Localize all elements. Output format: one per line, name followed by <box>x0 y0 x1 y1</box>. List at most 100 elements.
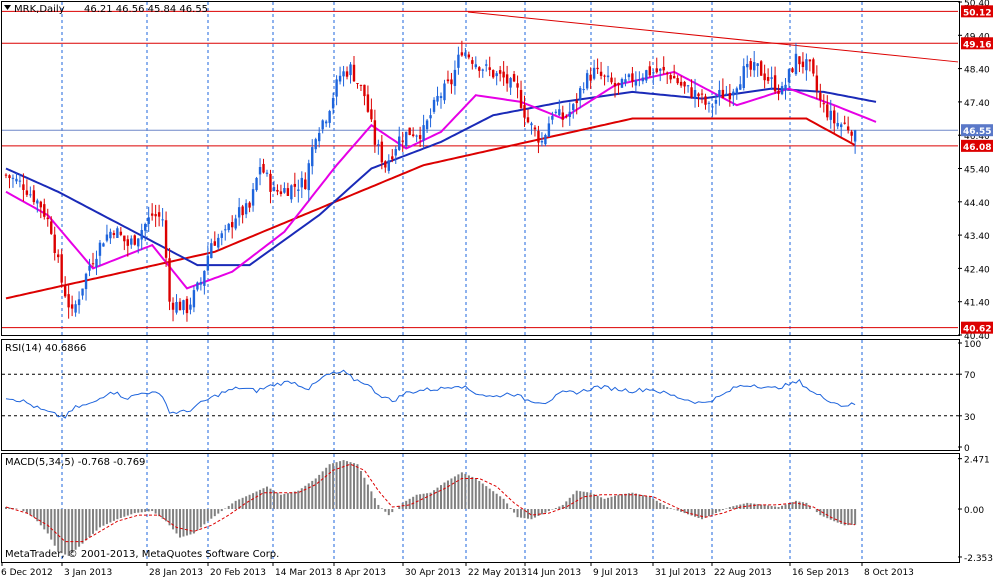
bear-candle <box>498 70 502 74</box>
bear-candle <box>648 66 651 76</box>
price-tag-label: 40.62 <box>963 325 991 335</box>
bull-candle <box>558 109 561 116</box>
bear-candle <box>537 130 540 143</box>
time-axis-label: 14 Mar 2013 <box>275 568 332 578</box>
bull-candle <box>606 75 610 78</box>
time-axis-label: 3 Jan 2013 <box>64 568 112 578</box>
bear-candle <box>763 73 766 81</box>
bull-candle <box>495 73 498 77</box>
bull-candle <box>318 132 321 142</box>
price-axis-label: 44.40 <box>964 199 990 209</box>
bear-candle <box>43 204 46 217</box>
bull-candle <box>11 177 15 179</box>
bear-candle <box>185 298 189 314</box>
bear-candle <box>676 78 679 84</box>
bull-candle <box>300 177 303 188</box>
bull-candle <box>342 71 345 77</box>
bear-candle <box>655 68 658 73</box>
bear-candle <box>119 231 123 235</box>
price-tag-label: 46.08 <box>963 143 991 153</box>
rsi-axis-label: 0 <box>964 444 970 454</box>
bull-candle <box>711 106 714 108</box>
bull-candle <box>88 265 91 271</box>
bear-candle <box>505 74 509 84</box>
bull-candle <box>255 177 258 191</box>
bull-candle <box>805 59 808 71</box>
bull-candle <box>405 131 408 146</box>
time-axis-label: 8 Apr 2013 <box>336 568 386 578</box>
bull-candle <box>244 203 248 215</box>
bear-candle <box>812 59 815 74</box>
bull-candle <box>387 160 390 171</box>
bull-candle <box>217 237 220 248</box>
bear-candle <box>408 127 411 135</box>
bull-candle <box>457 54 460 68</box>
bull-candle <box>753 62 756 71</box>
bull-candle <box>237 207 241 218</box>
bear-candle <box>815 75 819 91</box>
bear-candle <box>759 61 763 76</box>
price-axis-label: 48.40 <box>964 66 990 76</box>
candles <box>4 40 857 322</box>
bull-candle <box>686 85 690 87</box>
rsi-panel-frame <box>1 339 960 451</box>
bear-candle <box>446 79 450 82</box>
macd-title: MACD(5,34,5) -0.768 -0.769 <box>5 457 145 468</box>
bear-candle <box>373 120 377 145</box>
price-axis-label: 46.40 <box>964 132 990 142</box>
bull-candle <box>224 229 227 231</box>
bear-candle <box>683 81 686 87</box>
bull-candle <box>36 200 39 204</box>
time-axis-label: 20 Feb 2013 <box>210 568 266 578</box>
bear-candle <box>150 213 154 216</box>
bear-candle <box>801 61 805 68</box>
bull-candle <box>436 95 439 102</box>
bull-candle <box>297 189 300 191</box>
time-axis-label: 31 Jul 2013 <box>655 568 706 578</box>
bull-candle <box>98 242 102 256</box>
bull-candle <box>718 89 721 97</box>
bull-candle <box>582 89 585 91</box>
x-axis: 6 Dec 2012 3 Jan 2013 28 Jan 2013 20 Feb 20… <box>1 562 914 578</box>
bear-candle <box>791 68 794 73</box>
bear-candle <box>467 54 471 58</box>
bear-candle <box>478 67 481 71</box>
bear-candle <box>112 233 116 235</box>
bear-candle <box>126 239 129 246</box>
bull-candle <box>234 218 237 229</box>
rsi-panel <box>5 369 856 419</box>
bull-candle <box>787 69 791 83</box>
bear-candle <box>613 83 617 87</box>
bull-candle <box>836 122 839 127</box>
bear-candle <box>53 234 56 253</box>
dropdown-triangle-icon[interactable] <box>4 5 11 10</box>
price-tag-label: 50.12 <box>963 8 991 18</box>
rsi-axis-label: 100 <box>964 340 981 350</box>
bull-candle <box>290 185 293 200</box>
bear-candle <box>157 212 161 217</box>
bear-candle <box>700 93 704 95</box>
bear-candle <box>631 73 634 82</box>
time-axis-label: 30 Apr 2013 <box>405 568 461 578</box>
bear-candle <box>833 110 836 124</box>
horizontal-levels[interactable] <box>2 10 959 329</box>
bull-candle <box>144 224 147 231</box>
bull-candle <box>725 93 728 95</box>
bear-candle <box>123 235 126 242</box>
bull-candle <box>641 77 645 82</box>
bear-candle <box>822 103 825 105</box>
bear-candle <box>293 183 297 187</box>
bear-candle <box>178 301 182 311</box>
bear-candle <box>697 93 700 97</box>
bull-candle <box>592 67 596 79</box>
bull-candle <box>634 80 638 86</box>
bull-candle <box>659 68 662 71</box>
bull-candle <box>307 163 310 191</box>
bull-candle <box>130 238 133 245</box>
price-tag-box <box>961 321 993 334</box>
bull-candle <box>707 102 711 104</box>
bull-candle <box>258 167 262 175</box>
bear-candle <box>808 59 812 62</box>
